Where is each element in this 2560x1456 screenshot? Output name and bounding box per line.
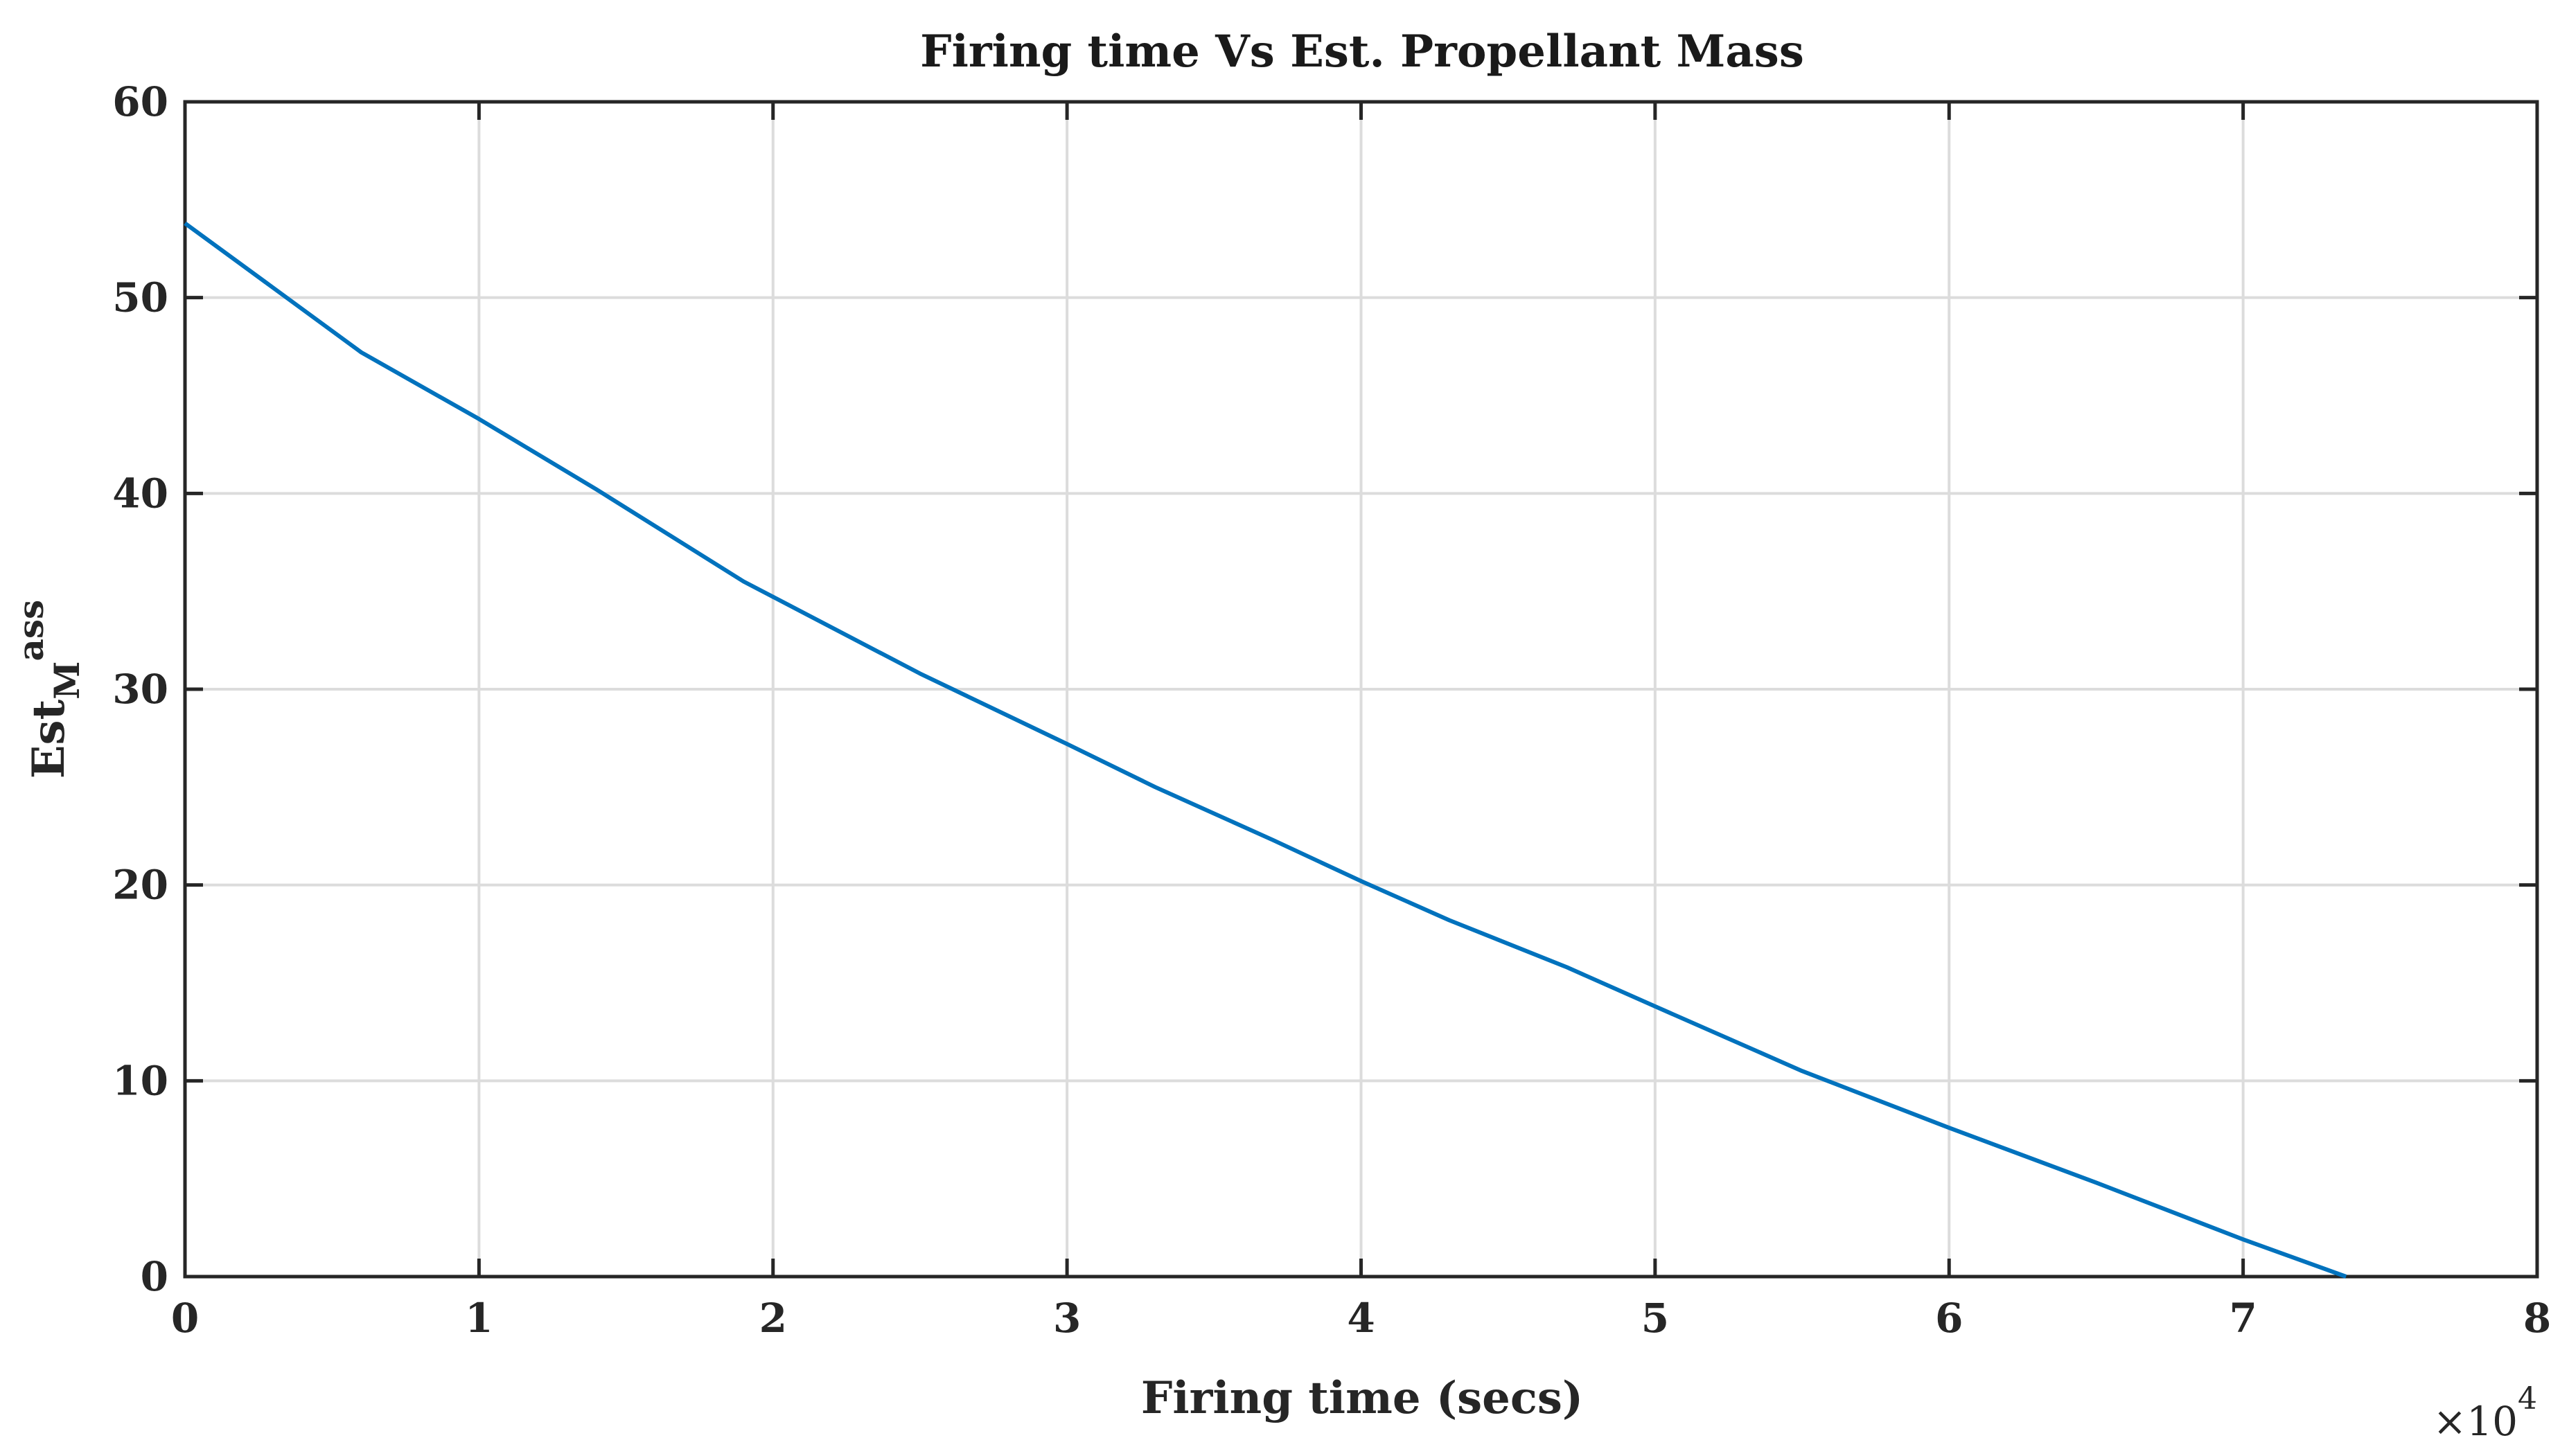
y-tick-label: 60 xyxy=(112,78,168,125)
x-tick-label: 1 xyxy=(465,1295,493,1342)
x-tick-label: 7 xyxy=(2229,1295,2257,1342)
grid-layer xyxy=(185,102,2537,1277)
chart-title: Firing time Vs Est. Propellant Mass xyxy=(920,26,1804,78)
y-label-base: Est xyxy=(23,699,75,779)
y-tick-label: 40 xyxy=(112,470,168,517)
y-label-sub: M xyxy=(46,661,87,699)
x-multiplier-prefix: ×10 xyxy=(2433,1398,2518,1445)
y-axis-label: EstMass xyxy=(10,600,87,779)
x-tick-label: 3 xyxy=(1053,1295,1081,1342)
y-tick-label: 20 xyxy=(112,862,168,909)
x-tick-label: 2 xyxy=(759,1295,787,1342)
y-tick-label: 0 xyxy=(141,1253,168,1300)
x-axis-multiplier: ×104 xyxy=(2433,1381,2537,1445)
y-label-sup: ass xyxy=(10,600,51,662)
y-tick-label: 30 xyxy=(112,666,168,713)
series-layer xyxy=(184,221,2347,1279)
x-axis-label: Firing time (secs) xyxy=(1141,1372,1583,1424)
y-tick-label: 50 xyxy=(112,274,168,321)
tick-layer: 0 1 2 3 4 5 6 7 8 0 10 20 30 40 50 60 xyxy=(112,78,2551,1342)
x-tick-label: 5 xyxy=(1641,1295,1669,1342)
x-tick-label: 6 xyxy=(1935,1295,1963,1342)
series-line xyxy=(184,221,2347,1279)
x-tick-label: 8 xyxy=(2523,1295,2551,1342)
x-tick-label: 4 xyxy=(1347,1295,1375,1342)
x-tick-label: 0 xyxy=(171,1295,199,1342)
y-tick-label: 10 xyxy=(112,1057,168,1104)
x-multiplier-power: 4 xyxy=(2518,1381,2537,1417)
